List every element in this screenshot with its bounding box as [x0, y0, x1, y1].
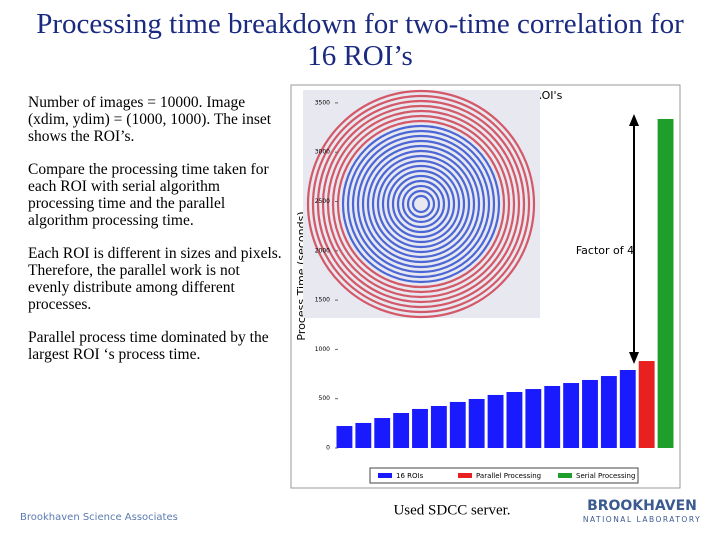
roi-ring	[306, 89, 536, 319]
roi-ring	[381, 164, 461, 244]
y-tick-label: 1000	[315, 346, 330, 353]
y-tick-label: 3500	[315, 99, 330, 106]
y-tick-label: 0	[326, 445, 330, 452]
roi-ring	[396, 179, 446, 229]
footer-left: Brookhaven Science Associates	[20, 512, 178, 523]
legend-swatch	[378, 473, 392, 478]
paragraph: Number of images = 10000. Image (xdim, y…	[28, 94, 272, 145]
roi-ring	[361, 144, 481, 264]
arrow-head	[629, 352, 639, 364]
annotation: Factor of 4	[576, 244, 634, 257]
bar	[657, 118, 674, 448]
roi-ring	[326, 109, 516, 299]
bar	[638, 361, 655, 448]
bar	[544, 385, 561, 448]
logo-sub: NATIONAL LABORATORY	[583, 515, 701, 524]
roi-ring	[316, 99, 526, 309]
roi-ring	[311, 94, 531, 314]
legend-label: 16 ROIs	[396, 472, 424, 480]
y-tick-label: 3000	[315, 149, 330, 156]
roi-ring	[341, 124, 501, 284]
slide-title: Processing time breakdown for two-time c…	[36, 8, 684, 72]
bar	[355, 422, 372, 448]
roi-ring	[401, 184, 441, 224]
roi-ring	[346, 129, 496, 279]
bar	[582, 379, 598, 448]
roi-ring	[321, 104, 521, 304]
bar	[374, 418, 391, 448]
bar	[468, 398, 485, 448]
legend-label: Serial Processing	[576, 472, 635, 480]
roi-inset	[303, 89, 540, 319]
y-tick-label: 2500	[315, 198, 330, 205]
roi-ring	[406, 189, 436, 219]
arrow-head	[629, 114, 639, 126]
bar	[487, 394, 504, 448]
roi-ring	[366, 149, 476, 259]
y-tick-label: 2000	[315, 247, 330, 254]
logo-main: BROOKHAVEN	[587, 498, 697, 514]
paragraph: Each ROI is different in sizes and pixel…	[28, 245, 282, 313]
roi-ring	[391, 174, 451, 234]
roi-ring	[336, 119, 506, 289]
text-column: Number of images = 10000. Image (xdim, y…	[28, 94, 283, 379]
legend-label: Parallel Processing	[476, 472, 541, 480]
bar	[525, 389, 542, 448]
bar	[430, 405, 447, 448]
bar	[449, 401, 466, 448]
y-tick-label: 1500	[315, 297, 330, 304]
bar	[619, 370, 636, 448]
roi-ring	[331, 114, 511, 294]
roi-ring	[411, 194, 431, 214]
bar	[393, 412, 410, 448]
paragraph: Compare the processing time taken for ea…	[28, 161, 269, 229]
paragraph: Parallel process time dominated by the l…	[28, 329, 269, 363]
note: Used SDCC server.	[393, 502, 510, 518]
legend-swatch	[558, 473, 572, 478]
bar	[336, 426, 353, 448]
roi-ring	[376, 159, 466, 249]
legend-box	[369, 467, 639, 484]
y-tick-label: 500	[319, 395, 331, 402]
roi-ring	[351, 134, 491, 274]
roi-ring	[386, 169, 456, 239]
roi-ring	[356, 139, 486, 269]
roi-ring	[371, 154, 471, 254]
bar	[412, 408, 428, 448]
bar	[563, 383, 580, 448]
legend-swatch	[458, 473, 472, 478]
bar	[506, 391, 523, 448]
bar	[600, 376, 617, 448]
